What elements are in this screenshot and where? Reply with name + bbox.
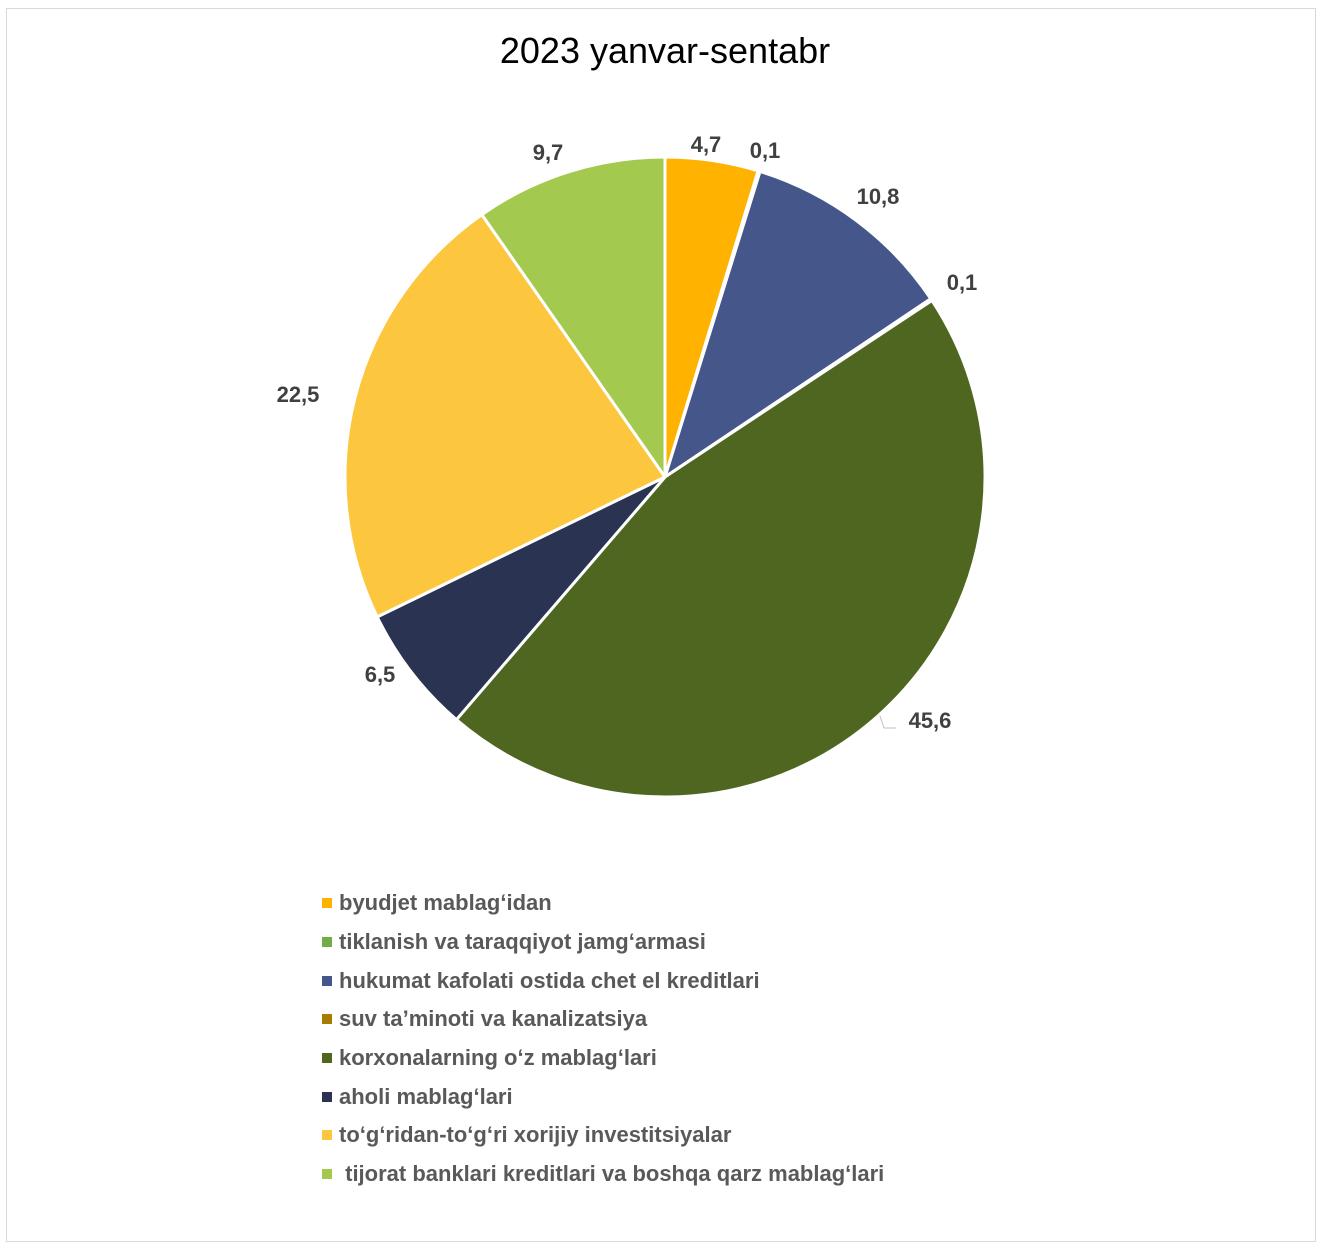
legend-swatch [322, 937, 332, 948]
legend-label: to‘g‘ridan-to‘g‘ri xorijiy investitsiyal… [339, 1122, 732, 1148]
data-label: 45,6 [909, 708, 952, 733]
legend-label: aholi mablag‘lari [339, 1083, 513, 1109]
legend-swatch [322, 898, 332, 909]
legend-item: korxonalarning o‘z mablag‘lari [322, 1039, 884, 1078]
legend-label: korxonalarning o‘z mablag‘lari [339, 1045, 657, 1071]
legend-item: byudjet mablag‘idan [322, 884, 884, 923]
data-label: 4,7 [691, 132, 722, 157]
legend-item: tiklanish va taraqqiyot jamg‘armasi [322, 923, 884, 962]
legend-item: to‘g‘ridan-to‘g‘ri xorijiy investitsiyal… [322, 1116, 884, 1155]
legend-label: tiklanish va taraqqiyot jamg‘armasi [339, 929, 706, 955]
pie-slice [375, 475, 667, 722]
legend-label: suv ta’minoti va kanalizatsiya [339, 1006, 648, 1032]
pie-slice [454, 298, 987, 799]
data-label: 9,7 [533, 140, 564, 165]
leader-line [879, 715, 896, 729]
legend-swatch [322, 1169, 332, 1180]
legend-swatch [322, 1091, 332, 1102]
legend-swatch [322, 1014, 332, 1025]
legend-item: suv ta’minoti va kanalizatsiya [322, 1000, 884, 1039]
pie-slice [663, 169, 933, 479]
legend-label: byudjet mablag‘idan [339, 890, 552, 916]
chart-title: 2023 yanvar-sentabr [499, 30, 831, 71]
legend-label: hukumat kafolati ostida chet el kreditla… [339, 967, 760, 993]
legend-label: tijorat banklari kreditlari va boshqa qa… [339, 1161, 885, 1187]
data-label: 0,1 [750, 138, 781, 163]
data-label: 0,1 [947, 270, 978, 295]
legend: byudjet mablag‘idan tiklanish va taraqqiy… [322, 884, 884, 1194]
pie-slice [343, 213, 667, 619]
pie-slice [480, 155, 667, 479]
data-label: 22,5 [277, 382, 320, 407]
legend-swatch [322, 1053, 332, 1064]
legend-swatch [322, 1130, 332, 1141]
legend-item: hukumat kafolati ostida chet el kreditla… [322, 961, 884, 1000]
legend-swatch [322, 975, 332, 986]
legend-item: tijorat banklari kreditlari va boshqa qa… [322, 1155, 884, 1194]
data-label: 10,8 [857, 184, 900, 209]
legend-item: aholi mablag‘lari [322, 1077, 884, 1116]
data-label: 6,5 [365, 662, 396, 687]
